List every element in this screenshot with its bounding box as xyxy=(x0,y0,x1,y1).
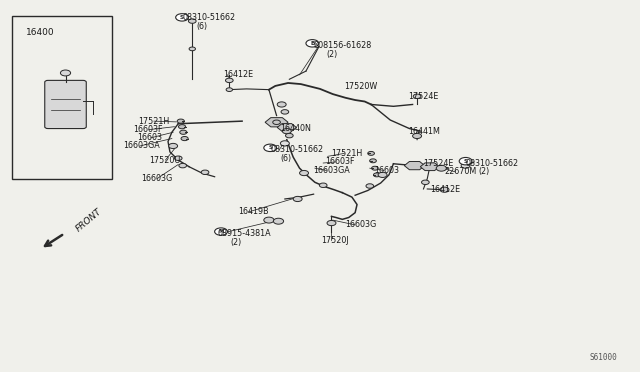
Circle shape xyxy=(440,187,449,192)
Text: FRONT: FRONT xyxy=(74,207,104,233)
Text: 17520W: 17520W xyxy=(344,82,378,91)
Circle shape xyxy=(300,170,308,176)
Text: (2): (2) xyxy=(478,167,490,176)
Text: 16603G: 16603G xyxy=(346,221,377,230)
Circle shape xyxy=(189,47,195,51)
Circle shape xyxy=(293,196,302,202)
Circle shape xyxy=(280,141,289,146)
Circle shape xyxy=(366,184,374,188)
Circle shape xyxy=(413,94,421,99)
Circle shape xyxy=(461,163,470,168)
Text: S: S xyxy=(268,145,272,150)
Circle shape xyxy=(370,159,376,163)
Circle shape xyxy=(180,130,187,134)
Text: 16603G: 16603G xyxy=(141,174,172,183)
Text: 08310-51662: 08310-51662 xyxy=(182,13,236,22)
Text: 16603F: 16603F xyxy=(325,157,355,166)
Circle shape xyxy=(277,102,286,107)
Text: 16603GA: 16603GA xyxy=(314,166,350,175)
Text: 17524E: 17524E xyxy=(424,158,454,167)
Circle shape xyxy=(282,129,291,134)
Text: 17521H: 17521H xyxy=(332,149,363,158)
Circle shape xyxy=(181,137,188,141)
Circle shape xyxy=(422,180,429,185)
Text: 08915-4381A: 08915-4381A xyxy=(218,229,271,238)
Text: 16603: 16603 xyxy=(374,166,399,175)
Circle shape xyxy=(188,19,196,23)
Text: 16412E: 16412E xyxy=(430,185,460,194)
Text: 16419B: 16419B xyxy=(238,208,269,217)
Circle shape xyxy=(413,134,422,138)
Text: (2): (2) xyxy=(326,50,338,59)
Circle shape xyxy=(460,157,472,165)
Text: ß08156-61628: ß08156-61628 xyxy=(314,41,372,50)
Circle shape xyxy=(273,218,284,224)
Text: 16603: 16603 xyxy=(137,133,162,142)
Text: S: S xyxy=(463,159,468,164)
Circle shape xyxy=(285,134,293,138)
Circle shape xyxy=(327,221,336,226)
Circle shape xyxy=(201,170,209,174)
Circle shape xyxy=(60,70,70,76)
Text: 22670M: 22670M xyxy=(445,167,477,176)
Text: 17524E: 17524E xyxy=(408,92,438,101)
Circle shape xyxy=(436,165,447,171)
Polygon shape xyxy=(420,163,440,171)
Text: (6): (6) xyxy=(280,154,292,163)
FancyBboxPatch shape xyxy=(45,80,86,129)
Text: B: B xyxy=(310,41,314,46)
Text: 08310-51662: 08310-51662 xyxy=(270,145,323,154)
Polygon shape xyxy=(404,161,425,170)
Circle shape xyxy=(214,228,227,235)
Circle shape xyxy=(281,110,289,114)
Circle shape xyxy=(226,88,232,92)
Text: S61000: S61000 xyxy=(589,353,617,362)
Text: 16412E: 16412E xyxy=(223,70,253,79)
Text: 16441M: 16441M xyxy=(408,126,440,136)
Text: S: S xyxy=(180,15,184,20)
Text: 16440N: 16440N xyxy=(280,124,311,133)
Text: (2): (2) xyxy=(230,238,242,247)
Text: (6): (6) xyxy=(196,22,208,31)
Bar xyxy=(12,16,113,179)
Circle shape xyxy=(264,144,276,151)
Text: 17520U: 17520U xyxy=(149,155,180,164)
Circle shape xyxy=(179,163,186,168)
Circle shape xyxy=(225,78,233,83)
Circle shape xyxy=(169,143,177,148)
Circle shape xyxy=(378,172,387,177)
Circle shape xyxy=(264,217,274,223)
Circle shape xyxy=(179,125,186,129)
Text: 16603GA: 16603GA xyxy=(124,141,160,151)
Circle shape xyxy=(306,39,319,47)
Circle shape xyxy=(372,166,378,170)
Text: 16400: 16400 xyxy=(26,29,55,38)
Text: 16603F: 16603F xyxy=(134,125,163,134)
Text: M: M xyxy=(218,229,223,234)
Circle shape xyxy=(177,119,184,123)
Circle shape xyxy=(368,151,374,155)
Text: 08310-51662: 08310-51662 xyxy=(466,158,519,167)
Circle shape xyxy=(174,156,182,160)
Circle shape xyxy=(175,14,188,21)
Polygon shape xyxy=(265,118,288,127)
Polygon shape xyxy=(277,124,296,131)
Circle shape xyxy=(319,183,327,187)
Circle shape xyxy=(374,173,380,177)
Text: 17520J: 17520J xyxy=(321,236,349,246)
Text: 17521H: 17521H xyxy=(138,117,169,126)
